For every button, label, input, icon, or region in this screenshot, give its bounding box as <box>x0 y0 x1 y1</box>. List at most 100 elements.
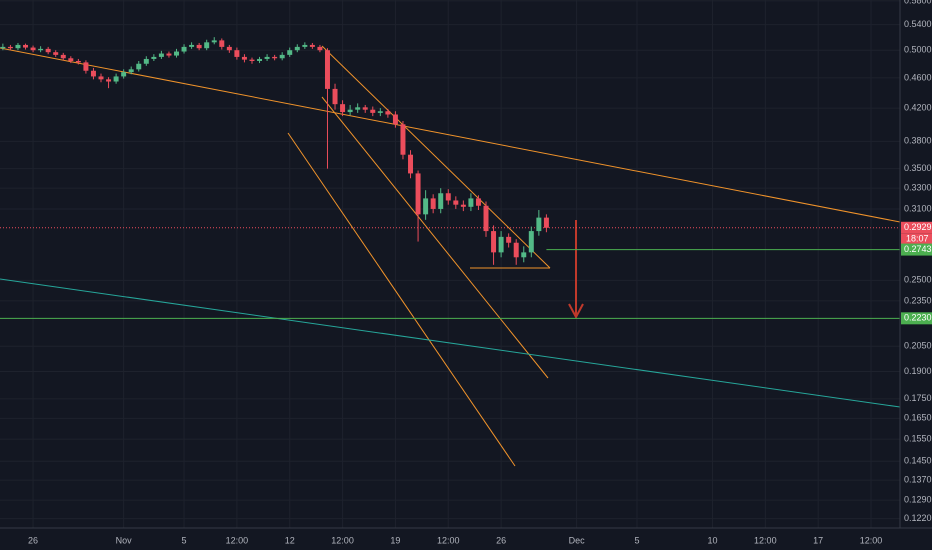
price-tag <box>901 243 932 256</box>
candle-body <box>521 252 527 258</box>
candle-body <box>453 200 459 205</box>
candle-body <box>468 198 474 207</box>
candle-body <box>38 48 44 51</box>
candle-body <box>7 46 13 49</box>
candle-body <box>226 46 232 51</box>
x-tick-label: 26 <box>496 535 506 545</box>
y-tick-label: 0.2050 <box>904 341 932 351</box>
candle-body <box>174 51 179 56</box>
candle-body <box>317 46 323 51</box>
candle-body <box>264 56 270 59</box>
candle-body <box>23 44 29 48</box>
candle-body <box>543 217 549 228</box>
x-tick-label: 12:00 <box>437 535 460 545</box>
y-tick-label: 0.4200 <box>904 102 932 112</box>
x-tick-label: 12:00 <box>860 535 883 545</box>
channel-line <box>287 132 516 467</box>
candle-body <box>347 109 353 113</box>
y-tick-label: 0.3300 <box>904 183 932 193</box>
candle-body <box>302 44 308 47</box>
candle-body <box>143 58 149 64</box>
countdown-label: 18:07 <box>906 234 929 244</box>
candle-body <box>204 42 210 49</box>
y-tick-label: 0.1650 <box>904 413 932 423</box>
candle-body <box>430 198 436 209</box>
candle-body <box>400 124 406 155</box>
candle-body <box>98 76 104 80</box>
candle-body <box>506 236 512 243</box>
candle-body <box>385 111 391 115</box>
trend-line <box>0 278 901 408</box>
candle-body <box>324 50 330 89</box>
y-tick-label: 0.1290 <box>904 494 932 504</box>
y-tick-label: 0.1550 <box>904 433 932 443</box>
y-tick-label: 0.5800 <box>904 0 932 5</box>
candle-body <box>438 193 444 209</box>
price-tag <box>901 221 932 234</box>
price-tag-label: 0.2743 <box>904 244 932 254</box>
candle-body <box>136 63 142 70</box>
drawings <box>0 45 901 467</box>
candle-body <box>90 70 96 77</box>
candle-body <box>75 61 81 63</box>
y-tick-label: 0.3100 <box>904 203 932 213</box>
x-tick-label: 5 <box>182 535 187 545</box>
candle-body <box>0 46 6 49</box>
target-arrow-head <box>568 303 584 320</box>
candle-body <box>15 44 21 49</box>
candle-body <box>279 54 285 59</box>
candle-body <box>196 44 202 49</box>
channel-line <box>321 45 551 269</box>
y-tick-label: 0.3800 <box>904 136 932 146</box>
candle-body <box>423 198 429 215</box>
axes-labels: 0.5800 0.5400 0.5000 0.4600 0.4200 0.3800 0.35… <box>28 0 932 545</box>
x-tick-label: 12:00 <box>331 535 354 545</box>
x-tick-label: 12 <box>285 535 295 545</box>
candle-body <box>475 198 481 206</box>
x-tick-label: Nov <box>116 535 133 545</box>
candle-body <box>483 205 489 232</box>
y-tick-label: 0.2500 <box>904 275 932 285</box>
candle-body <box>309 44 315 47</box>
candles <box>0 37 549 265</box>
candle-body <box>332 88 338 105</box>
candle-body <box>121 72 127 77</box>
candle-body <box>53 52 59 55</box>
candle-body <box>68 58 74 62</box>
candle-body <box>249 59 255 62</box>
trend-line <box>0 47 901 223</box>
candle-body <box>392 114 398 125</box>
candle-body <box>408 154 414 174</box>
y-tick-label: 0.2350 <box>904 295 932 305</box>
time-axis <box>0 528 932 550</box>
y-tick-label: 0.1900 <box>904 366 932 376</box>
candle-body <box>158 53 164 57</box>
y-tick-label: 0.5400 <box>904 19 932 29</box>
candle-body <box>83 62 89 71</box>
candle-body <box>528 231 534 253</box>
candle-body <box>219 40 225 47</box>
candle-body <box>241 56 247 60</box>
y-tick-label: 0.1370 <box>904 474 932 484</box>
candle-body <box>113 76 119 82</box>
candle-body <box>460 204 466 207</box>
y-tick-label: 0.1450 <box>904 456 932 466</box>
candle-body <box>340 104 346 113</box>
candle-body <box>287 50 293 55</box>
candle-body <box>60 54 66 59</box>
candle-body <box>370 109 376 113</box>
price-axis <box>900 0 932 550</box>
candle-body <box>166 53 172 56</box>
candle-body <box>377 111 383 113</box>
candle-body <box>211 40 217 43</box>
candle-body <box>106 79 112 82</box>
price-lines <box>0 227 900 319</box>
x-tick-label: 17 <box>813 535 823 545</box>
candle-body <box>362 107 368 110</box>
candle-body <box>45 48 51 53</box>
x-tick-label: 10 <box>707 535 717 545</box>
candle-body <box>445 193 451 201</box>
